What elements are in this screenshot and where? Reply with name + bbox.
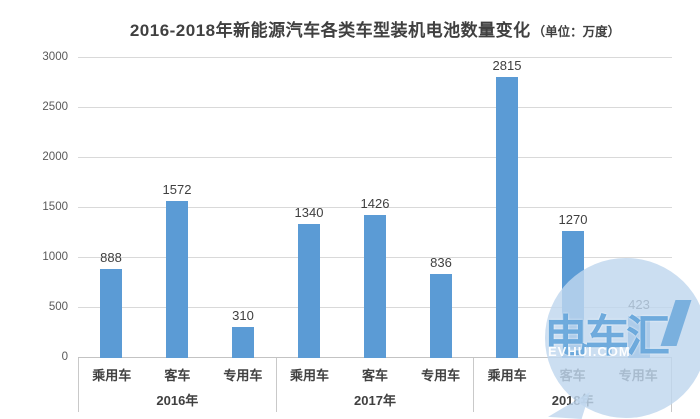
bar-2017年-乘用车	[298, 224, 320, 358]
y-tick-label-2500: 2500	[42, 101, 68, 113]
y-tick-label-1000: 1000	[42, 251, 68, 263]
bar-2017年-客车	[364, 215, 386, 358]
category-label-客车: 客车	[164, 368, 191, 383]
bar-group-2017年: 1340 1426 836	[276, 57, 474, 358]
bar-2016年-客车	[166, 200, 188, 358]
data-label-1426: 1426	[360, 196, 390, 212]
y-tick-label-500: 500	[48, 301, 68, 313]
data-label-888: 888	[100, 250, 122, 266]
category-row: 乘用车 客车 专用车	[79, 358, 276, 386]
chart-title-main: 2016-2018年新能源汽车各类车型装机电池数量变化	[129, 21, 531, 40]
category-label-专用车: 专用车	[223, 368, 263, 383]
year-label-2017年: 2017年	[354, 393, 396, 408]
bar-slot: 2815	[474, 57, 540, 358]
y-tick-label-2000: 2000	[42, 151, 68, 163]
category-label-乘用车: 乘用车	[92, 368, 132, 383]
category-label-乘用车: 乘用车	[487, 368, 527, 383]
bar-slot: 836	[408, 57, 474, 358]
category-label-专用车: 专用车	[421, 368, 461, 383]
gridline-3000	[78, 57, 672, 58]
data-label-1572: 1572	[162, 181, 192, 197]
data-label-836: 836	[430, 255, 452, 271]
data-label-1270: 1270	[558, 212, 588, 227]
x-group-2017年: 乘用车 客车 专用车 2017年	[275, 358, 474, 412]
bar-2016年-专用车	[232, 327, 254, 358]
y-tick-label-3000: 3000	[42, 51, 68, 63]
category-label-乘用车: 乘用车	[289, 368, 329, 383]
watermark-brand-text: 电车汇	[544, 312, 670, 361]
category-row: 乘用车 客车 专用车	[277, 358, 474, 386]
bar-group-2016年: 888 1572 310	[78, 57, 276, 358]
chart-title: 2016-2018年新能源汽车各类车型装机电池数量变化 （单位：万度）	[0, 16, 700, 41]
bar-slot: 1340	[276, 57, 342, 358]
chart-title-unit: （单位：万度）	[532, 25, 621, 39]
data-label-310: 310	[232, 308, 254, 323]
data-label-2815: 2815	[492, 57, 522, 73]
bar-slot: 310	[210, 57, 276, 358]
y-tick-label-1500: 1500	[42, 201, 68, 213]
bar-2017年-专用车	[430, 274, 452, 358]
watermark-site-text: EVHUI.COM	[548, 344, 631, 359]
x-group-2016年: 乘用车 客车 专用车 2016年	[78, 358, 276, 412]
bar-slot: 888	[78, 57, 144, 358]
data-label-1340: 1340	[294, 205, 324, 220]
y-tick-label-0: 0	[61, 351, 68, 363]
year-label-2016年: 2016年	[156, 393, 199, 408]
gridline-2500	[78, 107, 672, 108]
gridline-2000	[78, 157, 672, 158]
bar-slot: 1572	[144, 57, 210, 358]
bar-slot: 1426	[342, 57, 408, 358]
bar-2018年-乘用车	[496, 76, 518, 358]
category-label-客车: 客车	[362, 368, 389, 383]
gridline-1500	[78, 207, 672, 208]
bar-2016年-乘用车	[100, 269, 122, 358]
